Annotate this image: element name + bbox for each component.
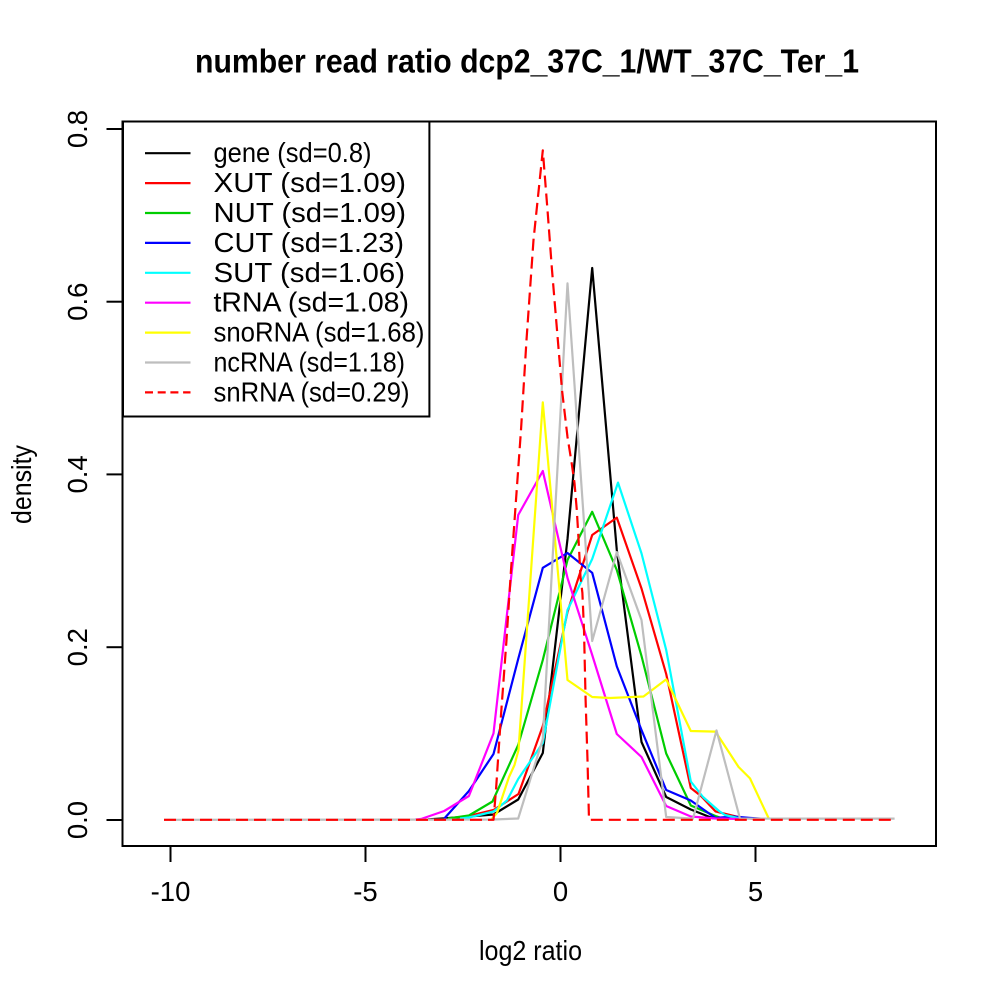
svg-text:0.4: 0.4 (62, 455, 93, 493)
svg-text:tRNA (sd=1.08): tRNA (sd=1.08) (214, 287, 410, 318)
svg-text:-5: -5 (353, 876, 377, 907)
svg-text:XUT (sd=1.09): XUT (sd=1.09) (214, 167, 407, 198)
svg-text:CUT (sd=1.23): CUT (sd=1.23) (214, 227, 405, 258)
svg-text:density: density (6, 445, 37, 524)
svg-text:snRNA (sd=0.29): snRNA (sd=0.29) (214, 376, 410, 407)
svg-text:NUT (sd=1.09): NUT (sd=1.09) (214, 197, 407, 228)
svg-text:ncRNA (sd=1.18): ncRNA (sd=1.18) (214, 347, 406, 378)
svg-text:SUT (sd=1.06): SUT (sd=1.06) (214, 257, 406, 288)
svg-text:snoRNA (sd=1.68): snoRNA (sd=1.68) (214, 317, 425, 348)
svg-text:-10: -10 (151, 876, 191, 907)
svg-text:gene (sd=0.8): gene (sd=0.8) (214, 137, 372, 168)
svg-text:0.0: 0.0 (62, 801, 93, 839)
svg-text:0.2: 0.2 (62, 628, 93, 666)
svg-text:log2 ratio: log2 ratio (479, 935, 582, 966)
svg-text:0.8: 0.8 (62, 110, 93, 148)
svg-text:number read ratio dcp2_37C_1/W: number read ratio dcp2_37C_1/WT_37C_Ter_… (195, 43, 859, 80)
svg-text:0.6: 0.6 (62, 283, 93, 321)
svg-text:0: 0 (553, 876, 568, 907)
svg-text:5: 5 (748, 876, 763, 907)
